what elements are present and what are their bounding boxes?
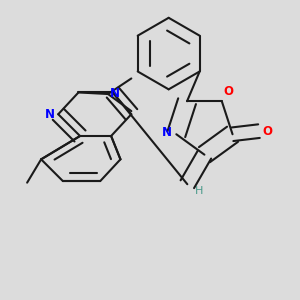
Text: N: N <box>162 126 172 139</box>
Text: H: H <box>195 186 203 196</box>
Text: O: O <box>263 124 273 138</box>
Text: O: O <box>224 85 233 98</box>
Text: N: N <box>45 108 55 121</box>
Text: N: N <box>110 87 120 100</box>
